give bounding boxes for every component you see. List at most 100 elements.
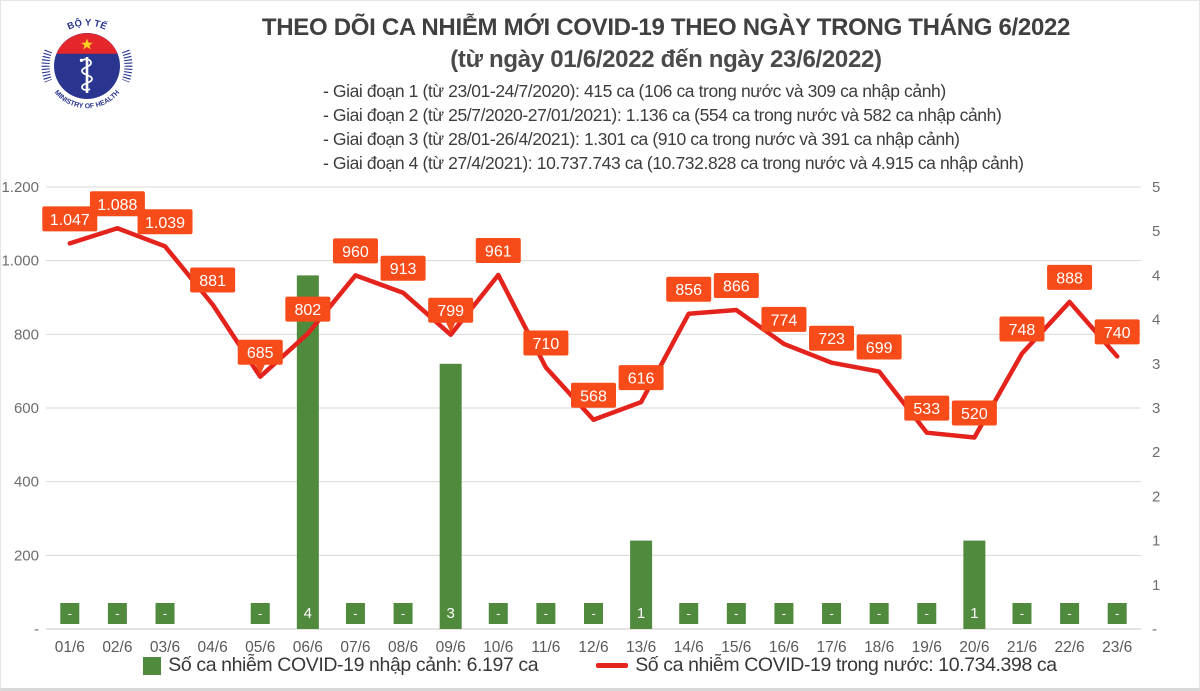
point-value-label-box [904, 395, 950, 421]
point-value-label-box [285, 296, 331, 322]
date-label: 11/6 [531, 639, 560, 654]
bar-value-label: 4 [304, 605, 312, 622]
point-value-label-box [1047, 264, 1093, 290]
bar-value-label: - [734, 606, 738, 621]
left-axis-tick: 1.200 [1, 179, 39, 196]
point-value-label: 913 [390, 261, 417, 278]
date-label: 06/6 [293, 639, 323, 654]
imported-cases-bar [630, 540, 653, 629]
bar-value-label: 1 [637, 605, 645, 622]
point-value-label: 685 [247, 345, 274, 362]
left-axis-tick: 800 [14, 326, 39, 343]
imported-cases-bar-zero [869, 603, 889, 624]
bar-value-label: - [401, 606, 405, 621]
right-axis-tick: 1 [1152, 533, 1160, 550]
imported-cases-bar-zero [1012, 603, 1032, 624]
point-label-pointer [445, 321, 456, 333]
point-value-label-box [809, 325, 855, 351]
date-label: 19/6 [912, 639, 942, 654]
left-axis-tick: 600 [14, 400, 39, 417]
legend-domestic-cases: Số ca nhiễm COVID-19 trong nước: 10.734.… [596, 654, 1057, 677]
point-value-label-box [951, 400, 997, 426]
point-value-label: 799 [437, 303, 464, 320]
phase-1-summary: - Giai đoạn 1 (từ 23/01-24/7/2020): 415 … [323, 81, 946, 101]
bar-value-label: - [782, 606, 786, 621]
left-axis-tick: 400 [14, 474, 39, 491]
phase-2-summary: - Giai đoạn 2 (từ 25/7/2020-27/01/2021):… [323, 105, 1002, 125]
point-value-label: 520 [961, 406, 988, 423]
point-value-label-box [190, 267, 236, 293]
date-label: 23/6 [1102, 639, 1132, 654]
date-label: 21/6 [1007, 639, 1037, 654]
imported-cases-bar-zero [536, 603, 556, 624]
date-label: 07/6 [340, 639, 370, 654]
point-value-label-box [618, 365, 664, 391]
point-value-label: 802 [294, 302, 321, 319]
right-axis-tick: 3 [1152, 400, 1160, 417]
imported-cases-bar-zero [60, 603, 80, 624]
right-axis-tick: 5 [1152, 223, 1160, 240]
right-axis-tick: 4 [1152, 267, 1160, 284]
logo-hatch-left [41, 49, 53, 83]
point-value-label: 961 [485, 244, 512, 261]
date-label: 08/6 [388, 639, 418, 654]
legend-imported-cases: Số ca nhiễm COVID-19 nhập cảnh: 6.197 ca [143, 654, 539, 677]
point-value-label-box [856, 334, 902, 360]
date-label: 17/6 [816, 639, 846, 654]
imported-cases-bar-zero [488, 603, 508, 624]
left-axis-tick: - [34, 621, 39, 638]
point-value-label: 1.047 [50, 212, 90, 229]
date-label: 20/6 [959, 639, 989, 654]
asclepius-staff-icon [79, 57, 93, 93]
point-value-label: 856 [675, 282, 702, 299]
bar-value-label: - [163, 606, 167, 621]
bar-value-label: - [591, 606, 595, 621]
point-value-label: 616 [628, 371, 655, 388]
bar-value-label: - [544, 606, 548, 621]
bar-value-label: - [687, 606, 691, 621]
point-value-label: 568 [580, 388, 607, 405]
phase-summary-block: - Giai đoạn 1 (từ 23/01-24/7/2020): 415 … [323, 79, 1181, 175]
left-axis-tick: 200 [14, 547, 39, 564]
right-axis-tick: 5 [1152, 179, 1160, 196]
point-value-label: 866 [723, 279, 750, 296]
right-axis-tick: 1 [1152, 577, 1160, 594]
point-value-label-box [475, 238, 521, 264]
imported-cases-bar-zero [679, 603, 699, 624]
imported-cases-bar-zero [774, 603, 794, 624]
point-value-label: 740 [1104, 325, 1131, 342]
point-value-label-box [380, 255, 426, 281]
imported-cases-bar [296, 275, 319, 629]
point-label-pointer [255, 363, 266, 375]
date-label: 13/6 [626, 639, 656, 654]
date-label: 15/6 [721, 639, 751, 654]
date-label: 05/6 [245, 639, 275, 654]
imported-cases-bar-zero [584, 603, 603, 624]
imported-cases-bar-zero [822, 603, 842, 624]
point-value-label: 1.039 [145, 215, 185, 232]
bar-value-label: - [68, 606, 72, 621]
point-value-label-box [89, 191, 145, 217]
point-value-label-box [761, 306, 807, 332]
point-value-label-box [137, 209, 193, 235]
page-subtitle: (từ ngày 01/6/2022 đến ngày 23/6/2022) [450, 46, 882, 73]
imported-cases-bar-zero [726, 603, 746, 624]
covid-combo-chart: - 200 400 600 800 1.000 1.200 - 1 1 2 2 3 3 4 4 5 5 - - - - 4 -… [1, 179, 1160, 654]
right-axis-tick: 2 [1152, 488, 1160, 505]
imported-cases-bar-zero [155, 603, 175, 624]
domestic-cases-swatch [596, 663, 629, 668]
bar-value-label: - [877, 606, 881, 621]
bar-value-label: - [1020, 606, 1024, 621]
bar-value-label: - [115, 606, 119, 621]
point-value-label: 774 [771, 312, 798, 329]
point-value-label: 723 [818, 331, 845, 348]
domestic-cases-legend-label: Số ca nhiễm COVID-19 trong nước: 10.734.… [635, 654, 1057, 676]
point-value-label-box [571, 382, 616, 408]
date-label: 01/6 [55, 639, 85, 654]
right-axis-tick: - [1152, 621, 1157, 638]
date-label: 12/6 [578, 639, 608, 654]
date-label: 09/6 [436, 639, 466, 654]
right-axis-tick: 4 [1152, 312, 1160, 329]
point-value-label-box [42, 206, 98, 232]
date-label: 18/6 [864, 639, 894, 654]
